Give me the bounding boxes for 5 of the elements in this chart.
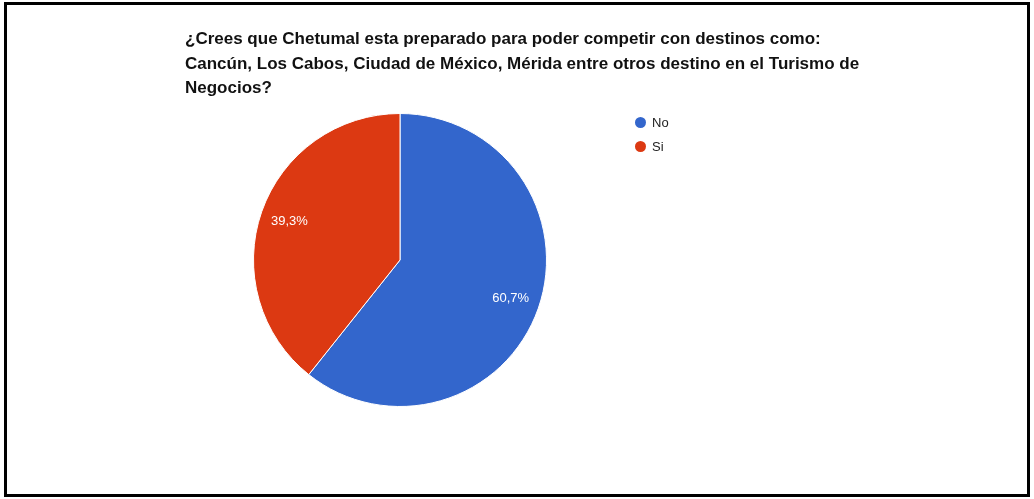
legend-label: Si xyxy=(652,138,664,154)
data-label: 39,3% xyxy=(270,212,309,228)
data-label: 60,7% xyxy=(492,290,530,306)
chart-title: ¿Crees que Chetumal esta preparado para poder competir con destinos como: Cancún, Los Cabos, Ciudad de México, Mérida entre otros destino en el Turismo de Negocios? xyxy=(185,28,861,99)
legend-label: No xyxy=(652,114,669,130)
